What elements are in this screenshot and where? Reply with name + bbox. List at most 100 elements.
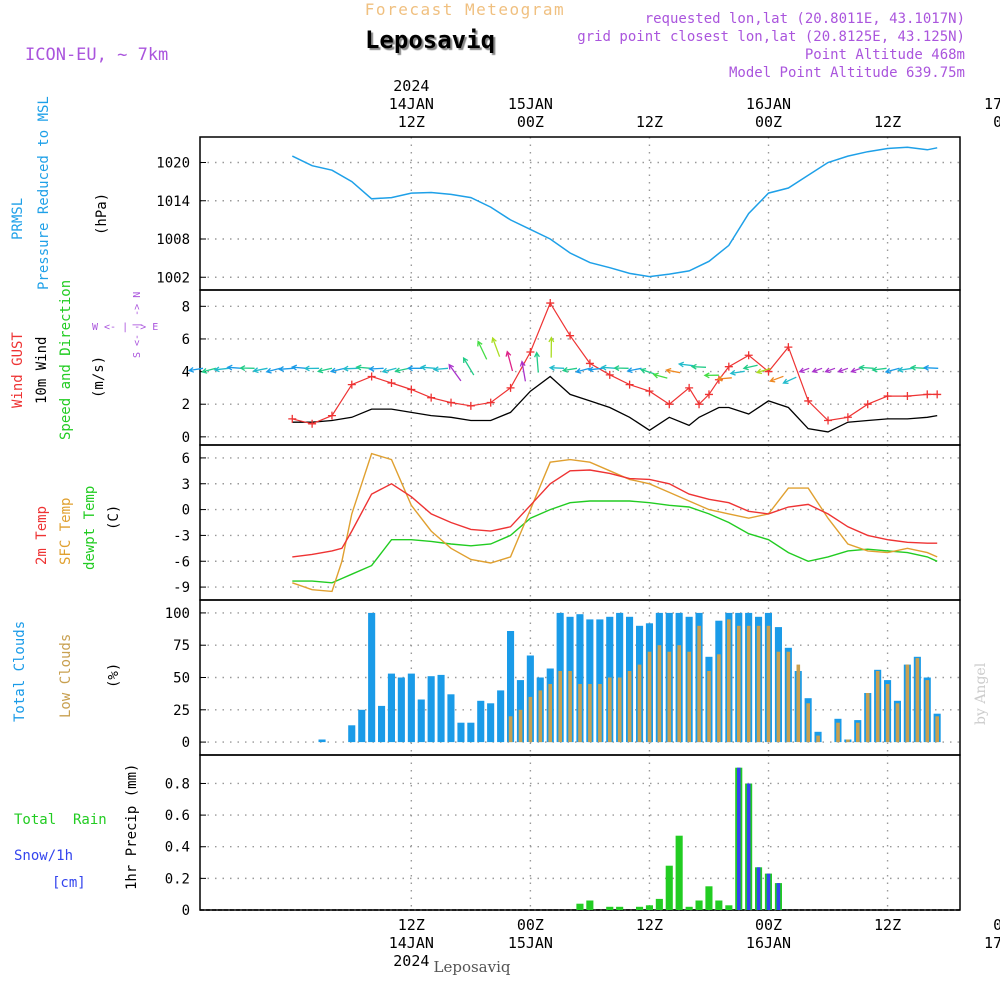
wind-direction-arrow [394, 367, 410, 374]
y-tick-label: 0.4 [165, 840, 190, 856]
total-cloud-bar [467, 722, 475, 743]
y-tick-label: 0.2 [165, 871, 190, 887]
wind-direction-arrow [187, 366, 204, 373]
y-tick-label: 1008 [156, 232, 190, 248]
wind-direction-arrow [419, 364, 436, 371]
plot-layer: 1002 1008 1014 1020 0 2 4 6 8 -9 -6 -3 0 3 6 0 25 50 75 100… [156, 77, 1000, 970]
low-cloud-bar [776, 651, 781, 743]
wind-direction-arrow [703, 372, 719, 379]
low-cloud-bar [766, 625, 771, 743]
low-cloud-bar [657, 645, 662, 743]
time-label-bottom: 15JAN [508, 934, 553, 952]
time-label-top: 16JAN [746, 95, 791, 113]
wind-direction-arrow [200, 367, 217, 374]
gust-marker [695, 400, 704, 409]
wind-direction-arrow [639, 367, 655, 375]
rain-bar [576, 903, 584, 910]
gust-marker [566, 331, 575, 340]
wind-direction-arrow [213, 366, 229, 373]
gust-marker [804, 396, 813, 405]
pressure-unit-label: (hPa) [94, 193, 110, 235]
t2m-line [292, 469, 938, 558]
total-cloud-bar [447, 694, 455, 743]
wind-direction-arrow [837, 367, 849, 374]
grid-point-coords: grid point closest lon,lat (20.8125E, 43… [577, 29, 965, 45]
low-cloud-bar [687, 651, 691, 743]
low-cloud-bar [717, 654, 721, 743]
rain-bar [675, 835, 683, 910]
low-cloud-bar [548, 684, 552, 743]
wind-direction-arrow [491, 336, 501, 357]
low-cloud-bar [568, 671, 572, 742]
gust-marker [744, 351, 753, 360]
total-cloud-bar [457, 722, 465, 743]
rain-bar [645, 905, 653, 910]
location-title: Leposaviq [365, 26, 495, 54]
y-tick-label: -6 [173, 554, 190, 570]
low-cloud-bar [578, 684, 582, 743]
gust-marker [685, 383, 694, 392]
y-tick-label: 0 [182, 903, 190, 919]
gust-marker [883, 392, 892, 401]
y-tick-label: 4 [182, 365, 190, 381]
time-label-bottom: 14JAN [389, 934, 434, 952]
wind-direction-arrow [277, 366, 294, 372]
low-cloud-bar [836, 722, 840, 743]
wind10-line [292, 375, 938, 433]
wind-direction-arrow [226, 364, 242, 371]
total-cloud-bar [378, 705, 386, 743]
total-cloud-bar [407, 673, 415, 743]
y-tick-label: -3 [173, 528, 190, 544]
t2m-label: 2m Temp [34, 506, 50, 565]
wind-direction-arrow [909, 364, 926, 371]
low-cloud-bar [598, 684, 602, 743]
rain-bar [606, 906, 614, 910]
point-altitude: Point Altitude 468m [805, 47, 965, 63]
y-tick-label: 25 [173, 703, 190, 719]
rain-bar [655, 898, 663, 910]
wind-direction-arrow [239, 365, 255, 372]
rain-bar [586, 900, 594, 910]
y-tick-label: 8 [182, 299, 190, 315]
rain-label: Total Rain [14, 812, 107, 828]
rain-bar [636, 906, 644, 910]
low-cloud-bar [925, 680, 930, 743]
low-cloud-bar [796, 664, 801, 743]
gust-marker [923, 390, 932, 399]
low-cloud-bar [608, 677, 612, 743]
y-tick-label: 0 [182, 430, 190, 446]
low-cloud-bar [528, 696, 533, 743]
total-cloud-bar [487, 703, 495, 743]
time-label-bottom: 12Z [398, 916, 425, 934]
time-label-bottom: 2024 [393, 952, 429, 970]
gust-marker [407, 385, 416, 394]
wind-direction-arrow [858, 364, 874, 371]
wind-direction-arrow [613, 365, 629, 372]
dewpt-line [292, 500, 938, 584]
low-cloud-bar [518, 709, 523, 743]
low-cloud-bar [637, 664, 642, 743]
snow-label: Snow/1h [14, 848, 73, 864]
low-cloud-bar [707, 671, 711, 742]
low-cloud-bar [677, 645, 681, 743]
low-cloud-bar [538, 690, 543, 743]
wind-dir-label: Speed and Direction [58, 280, 74, 440]
wind-direction-arrow [575, 367, 591, 374]
total-cloud-bar [358, 709, 366, 743]
low-cloud-bar [508, 716, 513, 743]
gust-marker [824, 416, 833, 425]
gust-marker [724, 362, 733, 371]
gust-marker [645, 387, 654, 396]
wind-direction-arrow [462, 356, 475, 376]
wind-unit-label: (m/s) [91, 356, 107, 398]
gust-marker [863, 400, 872, 409]
footer-location: Leposaviq [434, 958, 511, 976]
low-cloud-bar [558, 671, 562, 742]
gust-marker [704, 390, 713, 399]
y-tick-label: 2 [182, 397, 190, 413]
wind-direction-arrow [626, 367, 642, 374]
wind-direction-arrow [824, 367, 836, 374]
low-cloud-bar [697, 625, 701, 743]
wind-direction-arrow [587, 366, 603, 373]
